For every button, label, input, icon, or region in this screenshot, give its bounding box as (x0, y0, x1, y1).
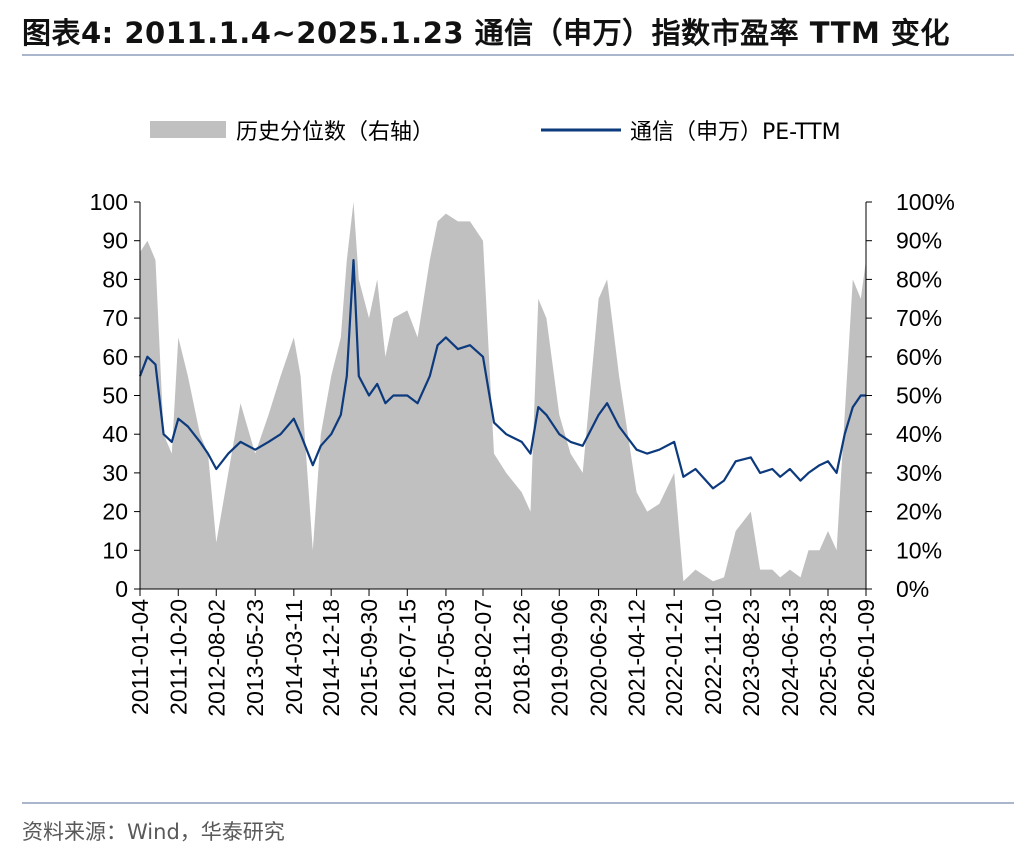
axes: 0 10 20 30 40 50 60 70 80 90 100 0% 10% 20% 30% 40% 50% 6… (90, 189, 955, 717)
x-tick-label: 2015-09-30 (356, 599, 382, 717)
y-left-tick-label: 50 (102, 383, 128, 409)
y-right-tick-label: 70% (896, 305, 942, 331)
page-title: 图表4: 2011.1.4~2025.1.23 通信（申万）指数市盈率 TTM … (22, 16, 950, 50)
legend-swatch-area (150, 121, 226, 138)
y-right-tick-label: 100% (896, 189, 955, 215)
title-rule (22, 54, 1014, 56)
y-left-tick-label: 20 (102, 499, 128, 525)
y-right-tick-label: 30% (896, 460, 942, 486)
x-tick-label: 2013-05-23 (242, 599, 268, 717)
x-tick-label: 2011-01-04 (127, 599, 153, 715)
x-tick-label: 2024-06-13 (777, 599, 803, 717)
y-left-tick-label: 10 (102, 537, 128, 563)
x-tick-label: 2020-06-29 (586, 599, 612, 717)
plot-area (138, 202, 866, 589)
x-tick-label: 2018-11-26 (509, 599, 535, 715)
y-left-tick-label: 80 (102, 266, 128, 292)
footer-rule (22, 802, 1014, 804)
x-tick-label: 2022-11-10 (700, 599, 726, 715)
pe-ttm-chart: 历史分位数（右轴） 通信（申万）PE-TTM 0 10 20 30 40 50 60 70 80… (90, 120, 955, 717)
source-note: 资料来源：Wind，华泰研究 (22, 820, 285, 844)
y-right-tick-label: 10% (896, 537, 942, 563)
y-right-tick-label: 50% (896, 383, 942, 409)
x-tick-label: 2018-02-07 (470, 599, 496, 717)
x-tick-label: 2011-10-20 (165, 599, 191, 715)
x-tick-label: 2017-05-03 (433, 599, 459, 717)
y-right-tick-label: 60% (896, 344, 942, 370)
y-left-tick-label: 30 (102, 460, 128, 486)
x-tick-label: 2022-01-21 (661, 599, 687, 717)
x-tick-label: 2026-01-09 (853, 599, 879, 717)
legend-label-area: 历史分位数（右轴） (236, 120, 434, 145)
x-tick-label: 2014-03-11 (281, 599, 307, 715)
legend-label-line: 通信（申万）PE-TTM (630, 120, 841, 145)
x-tick-label: 2016-07-15 (394, 599, 420, 717)
y-right-tick-label: 80% (896, 266, 942, 292)
y-left-tick-label: 70 (102, 305, 128, 331)
series-area-percentile (140, 202, 866, 589)
y-left-tick-label: 40 (102, 421, 128, 447)
y-left-tick-label: 0 (115, 576, 128, 602)
x-tick-label: 2014-12-18 (318, 599, 344, 717)
x-tick-label: 2025-03-28 (815, 599, 841, 717)
x-tick-label: 2012-08-02 (203, 599, 229, 717)
series-line-pe-ttm (138, 259, 866, 490)
y-left-tick-label: 100 (90, 189, 128, 215)
x-tick-label: 2021-04-12 (624, 599, 650, 717)
y-right-tick-label: 0% (896, 576, 929, 602)
y-left-tick-label: 90 (102, 228, 128, 254)
y-right-tick-label: 20% (896, 499, 942, 525)
y-right-tick-label: 40% (896, 421, 942, 447)
x-tick-label: 2023-08-23 (738, 599, 764, 717)
legend: 历史分位数（右轴） 通信（申万）PE-TTM (150, 120, 841, 145)
x-tick-label: 2019-09-06 (546, 599, 572, 717)
y-right-tick-label: 90% (896, 228, 942, 254)
y-left-tick-label: 60 (102, 344, 128, 370)
